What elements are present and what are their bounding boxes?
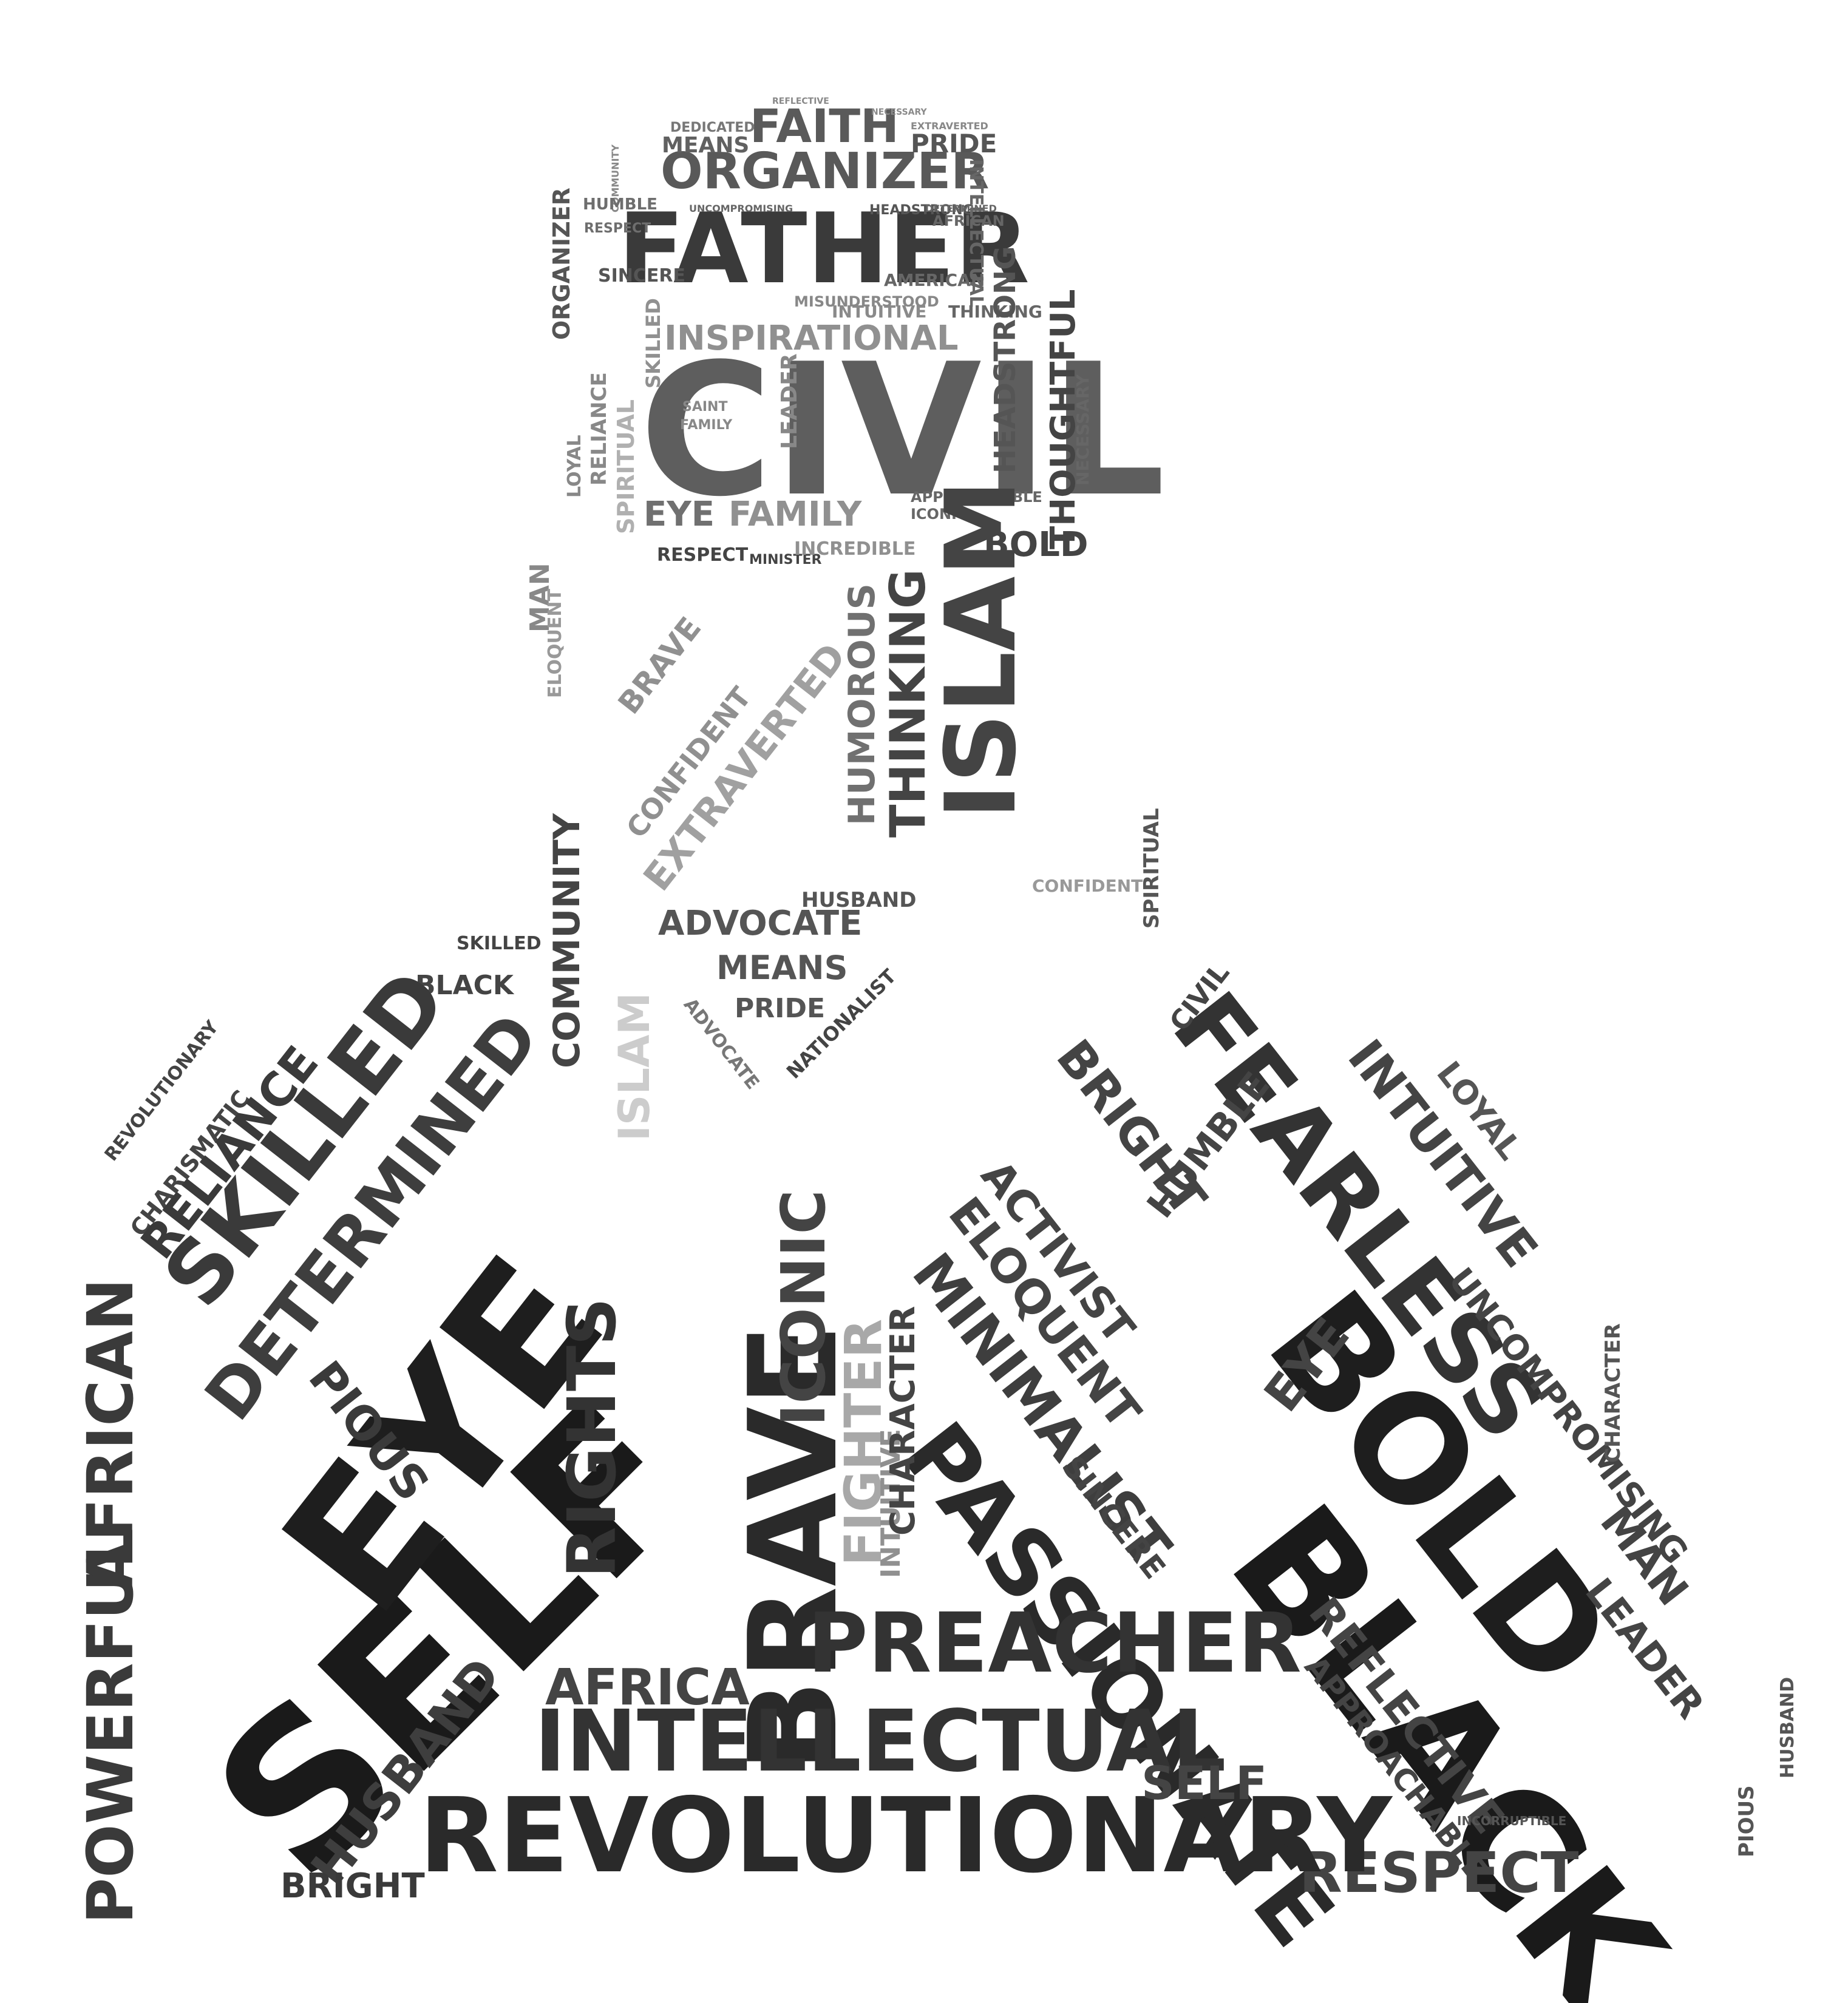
word-faith: FAITH (750, 99, 899, 153)
word-humorous: HUMOROUS (841, 583, 883, 825)
word-incorruptible: INCORRUPTIBLE (1457, 1814, 1567, 1828)
word-means: MEANS (662, 133, 750, 158)
word-african-head: AFRICAN (932, 212, 1005, 229)
word-bright-bottom: BRIGHT (280, 1866, 425, 1906)
word-approachable: APPROACHABLE (911, 489, 1042, 506)
word-necessary-2: NECESSARY (1073, 374, 1093, 486)
word-respect-head: RESPECT (657, 544, 749, 566)
word-skilled-small: SKILLED (457, 933, 542, 954)
word-means-chest: MEANS (716, 949, 848, 987)
word-spiritual: SPIRITUAL (613, 399, 639, 534)
word-spiritual-chest: SPIRITUAL (1140, 808, 1164, 929)
word-determined: DETERMINED (925, 203, 997, 214)
word-islam-chest: ISLAM (610, 992, 659, 1141)
word-eloquent-face: ELOQUENT (545, 589, 566, 698)
word-incredible: INCREDIBLE (794, 538, 916, 560)
word-character-right: CHARACTER (1601, 1323, 1625, 1463)
word-american-head: AMERICAN (884, 270, 985, 290)
word-islam-face: ISLAM (924, 480, 1038, 819)
word-reflective: REFLECTIVE (772, 97, 829, 106)
word-self-right: SELF (1141, 1756, 1267, 1810)
word-uncompromising: UNCOMPROMISING (689, 203, 793, 214)
word-inspirational: INSPIRATIONAL (664, 319, 959, 358)
word-intellectual: INTELLECTUAL (534, 1692, 1226, 1791)
word-necessary: NECESSARY (871, 107, 927, 117)
word-revolutionary: REVOLUTIONARY (419, 1776, 1392, 1896)
word-bold-head: BOLD (983, 525, 1089, 564)
word-intuitive: INTUITIVE (832, 302, 927, 322)
word-iconic: ICONIC (911, 506, 968, 523)
word-respect-right: RESPECT (1299, 1840, 1579, 1905)
word-pious-right: PIOUS (1734, 1785, 1759, 1857)
word-minister: MINISTER (749, 552, 822, 568)
word-misunderstood: MISUNDERSTOOD (794, 293, 939, 310)
word-african-left: AFRICAN (73, 1278, 148, 1590)
word-pride-chest: PRIDE (735, 993, 826, 1024)
word-loyal: LOYAL (564, 435, 585, 498)
word-civil: CIVIL (639, 325, 1166, 537)
word-advocate: ADVOCATE (658, 904, 863, 943)
word-father: FATHER (618, 192, 1030, 305)
word-thinking-face: THINKING (880, 569, 936, 838)
word-family: FAMILY (680, 418, 733, 433)
word-africa: AFRICA (545, 1659, 750, 1717)
word-headstrong-2: HEADSTRONG (988, 246, 1022, 473)
word-pride: PRIDE (911, 129, 997, 158)
word-saint: SAINT (682, 399, 728, 415)
word-skilled-head: SKILLED (642, 298, 665, 388)
word-rights: RIGHTS (553, 1297, 631, 1578)
word-husband-right: HUSBAND (1777, 1676, 1798, 1778)
word-dedicated: DEDICATED (670, 120, 755, 135)
word-black-small: BLACK (415, 970, 514, 1001)
word-eye-head: EYE (644, 495, 715, 534)
word-sincere: SINCERE (598, 265, 685, 286)
word-headstrong: HEADSTRONG (869, 203, 974, 218)
word-family-head: FAMILY (729, 495, 862, 534)
word-brave-face: BRAVE (611, 610, 708, 721)
word-extraverted: EXTRAVERTED (911, 120, 988, 132)
word-character-chest: CHARACTER (883, 1306, 923, 1536)
word-thinking: THINKING (948, 302, 1042, 322)
word-reliance: RELIANCE (587, 372, 611, 486)
word-iconic-big: ICONIC (768, 1190, 839, 1426)
word-leader: LEADER (777, 353, 802, 449)
word-confident-chest: CONFIDENT (1032, 876, 1143, 896)
word-respect: RESPECT (584, 221, 651, 236)
word-organizer: ORGANIZER (661, 143, 990, 200)
word-preacher: PREACHER (807, 1596, 1302, 1692)
word-humble: HUMBLE (583, 195, 657, 214)
word-community-chest: COMMUNITY (546, 813, 588, 1068)
word-husband-chest: HUSBAND (801, 888, 917, 912)
word-organizer-head: ORGANIZER (548, 188, 575, 340)
